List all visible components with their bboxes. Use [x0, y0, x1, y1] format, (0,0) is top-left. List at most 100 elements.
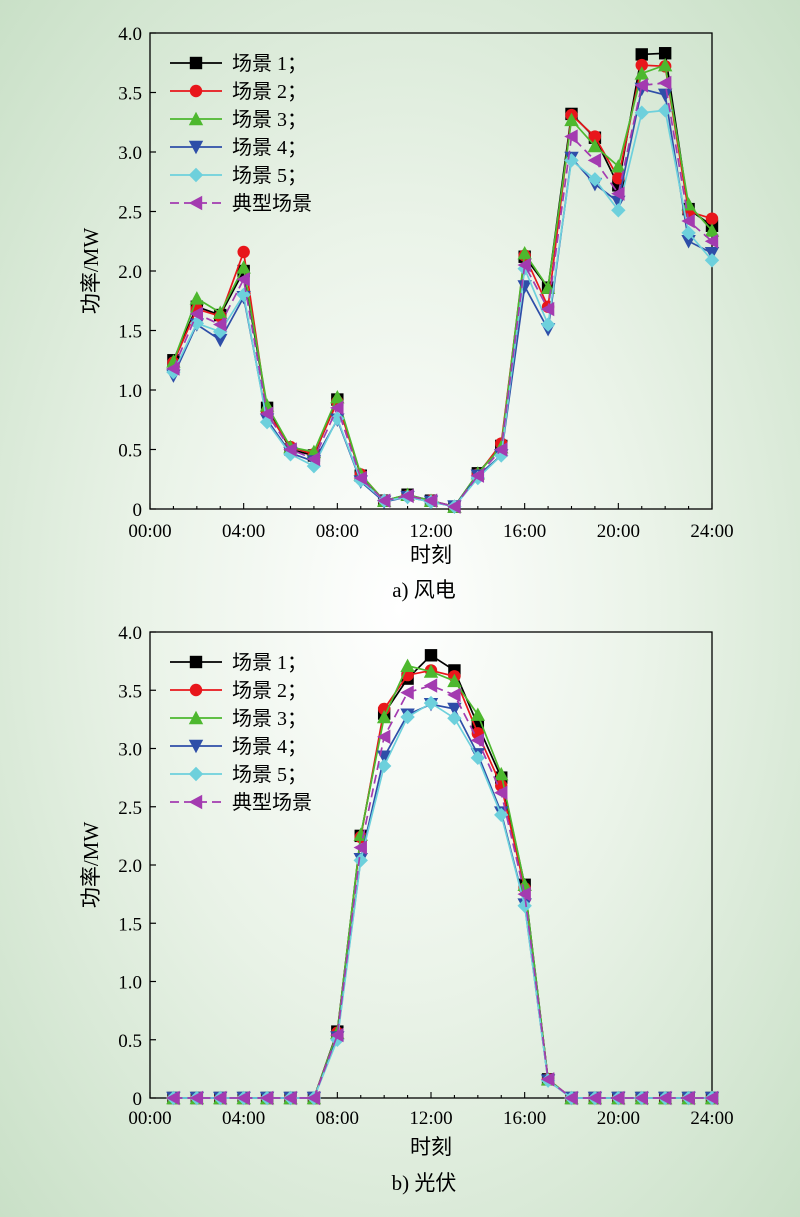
- x-tick-label: 24:00: [690, 1108, 733, 1129]
- data-point: [353, 840, 367, 855]
- chart-caption: a) 风电: [392, 578, 456, 602]
- legend-marker: [188, 140, 204, 155]
- data-point: [540, 1072, 555, 1087]
- x-tick-label: 00:00: [128, 521, 171, 542]
- data-point: [540, 317, 556, 332]
- series-line: [172, 82, 713, 508]
- data-point: [611, 1090, 625, 1106]
- data-point: [635, 48, 648, 61]
- legend-label: 场景 2；: [232, 679, 307, 702]
- series-5: [166, 75, 719, 514]
- data-point: [681, 213, 695, 229]
- data-point: [213, 317, 227, 332]
- y-tick-label: 3.0: [118, 740, 142, 761]
- data-point: [611, 159, 626, 173]
- data-point: [447, 673, 462, 688]
- data-point: [330, 389, 345, 404]
- data-point: [470, 468, 485, 483]
- legend-marker: [189, 56, 203, 70]
- x-tick-label: 16:00: [503, 521, 546, 542]
- data-point: [681, 225, 696, 241]
- plot-area-frame: [149, 32, 713, 510]
- legend-marker: [188, 167, 204, 183]
- legend-label: 场景 1；: [232, 651, 307, 674]
- data-point: [634, 105, 649, 120]
- legend-label: 场景 5；: [232, 763, 307, 786]
- x-axis-title: 时刻: [410, 543, 452, 567]
- data-point: [517, 886, 531, 902]
- legend-marker: [188, 710, 204, 725]
- data-point: [166, 1090, 180, 1106]
- series-1: [167, 664, 719, 1105]
- data-point: [611, 203, 626, 218]
- data-point: [376, 729, 391, 745]
- y-tick-label: 2.0: [118, 856, 142, 877]
- series-5: [166, 678, 719, 1106]
- data-point: [236, 272, 250, 287]
- data-point: [213, 305, 228, 319]
- data-point: [283, 1090, 297, 1106]
- data-point: [681, 197, 696, 211]
- y-tick-label: 3.5: [118, 681, 142, 702]
- legend-label: 典型场景: [232, 791, 312, 814]
- data-point: [564, 153, 579, 168]
- legend-label: 典型场景: [232, 192, 312, 215]
- x-tick-label: 08:00: [316, 1108, 359, 1129]
- data-point: [704, 253, 720, 268]
- data-point: [540, 301, 555, 317]
- legend-label: 场景 3；: [232, 108, 307, 131]
- x-axis-title: 时刻: [410, 1135, 452, 1159]
- data-point: [213, 324, 228, 339]
- x-tick-label: 12:00: [409, 1108, 452, 1129]
- legend-marker: [189, 84, 203, 98]
- data-point: [400, 488, 414, 504]
- legend-label: 场景 2；: [232, 80, 307, 103]
- data-point: [447, 499, 461, 514]
- data-point: [236, 1090, 250, 1106]
- y-tick-label: 2.5: [118, 798, 142, 819]
- data-point: [189, 291, 205, 305]
- data-point: [213, 333, 228, 348]
- data-point: [470, 733, 485, 748]
- data-point: [237, 245, 250, 259]
- data-point: [376, 709, 392, 724]
- y-tick-label: 4.0: [118, 24, 142, 45]
- y-tick-label: 2.5: [118, 203, 142, 224]
- data-point: [400, 658, 415, 672]
- data-point: [564, 1090, 578, 1106]
- y-tick-label: 0.5: [118, 1031, 142, 1052]
- legend-marker: [188, 766, 204, 782]
- data-point: [189, 1090, 204, 1106]
- x-tick-label: 20:00: [597, 1108, 640, 1129]
- legend-marker: [188, 739, 204, 754]
- data-point: [587, 1090, 602, 1106]
- legend-marker: [189, 683, 203, 697]
- x-tick-label: 24:00: [690, 521, 733, 542]
- data-point: [330, 411, 345, 426]
- x-tick-label: 04:00: [222, 521, 265, 542]
- x-tick-label: 08:00: [316, 521, 359, 542]
- data-point: [494, 785, 508, 800]
- data-point: [353, 853, 368, 868]
- data-point: [283, 442, 297, 457]
- data-point: [423, 664, 439, 678]
- data-point: [400, 685, 414, 700]
- series-line: [173, 664, 712, 1099]
- data-point: [423, 493, 438, 508]
- series-line: [173, 702, 712, 1099]
- chart-panel-0: 0 0.5 1.0 1.5 2.0 2.5 3.0 3.5 4.0 00:00 04:00 08:00…: [79, 24, 734, 602]
- y-tick-label: 3.0: [118, 143, 142, 164]
- legend-label: 场景 4；: [232, 136, 307, 159]
- series-2: [166, 57, 720, 513]
- data-point: [259, 406, 274, 421]
- legend-marker: [189, 655, 203, 669]
- y-tick-label: 0: [133, 1089, 143, 1110]
- data-point: [189, 306, 204, 322]
- data-point: [494, 442, 508, 457]
- data-point: [564, 129, 578, 144]
- data-point: [470, 707, 486, 721]
- legend-marker: [188, 794, 203, 810]
- data-point: [306, 451, 321, 467]
- data-point: [330, 1027, 344, 1043]
- y-tick-label: 2.0: [118, 262, 142, 283]
